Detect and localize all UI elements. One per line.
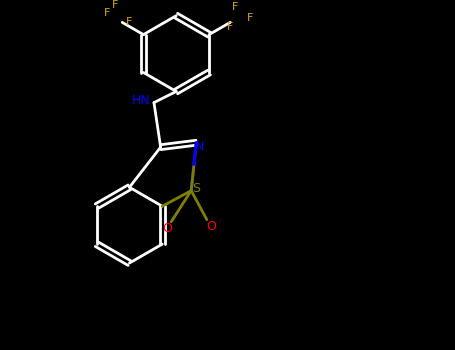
Text: HN: HN xyxy=(132,94,151,107)
Text: F: F xyxy=(103,8,110,19)
Text: O: O xyxy=(206,220,216,233)
Text: F: F xyxy=(126,18,132,27)
Text: N: N xyxy=(195,140,205,153)
Text: F: F xyxy=(227,22,233,32)
Text: O: O xyxy=(162,222,172,235)
Text: S: S xyxy=(192,182,200,195)
Text: F: F xyxy=(112,0,119,9)
Text: F: F xyxy=(232,2,238,12)
Text: F: F xyxy=(247,13,253,23)
